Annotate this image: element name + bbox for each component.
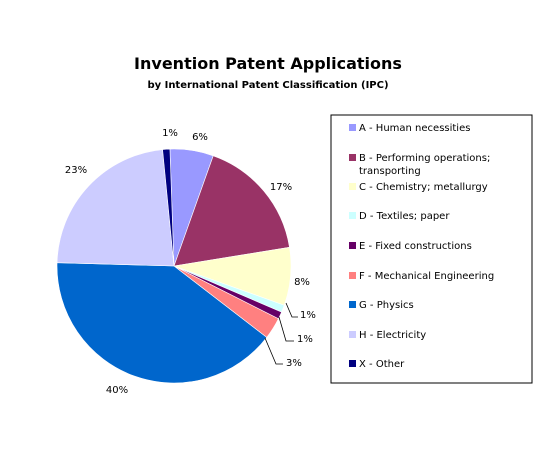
slice-label-7: 23% [65, 165, 87, 176]
legend-swatch-6 [349, 301, 356, 308]
label-leaders [264, 302, 298, 365]
legend-swatch-4 [349, 242, 356, 249]
slice-label-3: 1% [300, 310, 316, 321]
pie-slice-8 [162, 148, 175, 267]
legend-swatch-1 [349, 154, 356, 161]
pie-slice-6 [56, 262, 268, 384]
slice-label-8: 1% [162, 128, 178, 139]
legend-label-3: D - Textiles; paper [359, 211, 450, 222]
legend-box [330, 114, 533, 384]
slice-label-2: 8% [294, 277, 310, 288]
slice-labels: 6% 17% 8% 1% 1% 3% 40% 23% 1% [65, 128, 316, 396]
slice-label-1: 17% [270, 182, 292, 193]
legend-label-6: G - Physics [359, 300, 414, 311]
leader-line-5 [264, 337, 283, 365]
chart-title: Invention Patent Applications [134, 54, 402, 73]
legend-swatch-5 [349, 272, 356, 279]
slice-label-5: 3% [286, 358, 302, 369]
slice-label-0: 6% [192, 132, 208, 143]
pie-slices [56, 148, 292, 384]
legend-swatch-2 [349, 183, 356, 190]
legend-label-4: E - Fixed constructions [359, 241, 472, 252]
slice-label-6: 40% [106, 385, 128, 396]
slice-label-4: 1% [297, 334, 313, 345]
pie-slice-7 [56, 149, 175, 267]
legend-swatch-3 [349, 212, 356, 219]
legend-label-0: A - Human necessities [359, 123, 470, 134]
legend: A - Human necessities B - Performing oper… [349, 123, 494, 370]
legend-label-5: F - Mechanical Engineering [359, 271, 494, 282]
legend-label-2: C - Chemistry; metallurgy [359, 182, 488, 193]
legend-swatch-8 [349, 360, 356, 367]
pie-slice-1 [173, 155, 290, 267]
chart-subtitle: by International Patent Classification (… [147, 80, 388, 91]
legend-label-8: X - Other [359, 359, 405, 370]
legend-swatch-0 [349, 124, 356, 131]
leader-line-4 [278, 316, 294, 342]
leader-line-3 [285, 302, 298, 318]
legend-label-7: H - Electricity [359, 330, 426, 341]
legend-label-1: B - Performing operations; transporting [359, 153, 490, 177]
legend-swatch-7 [349, 331, 356, 338]
